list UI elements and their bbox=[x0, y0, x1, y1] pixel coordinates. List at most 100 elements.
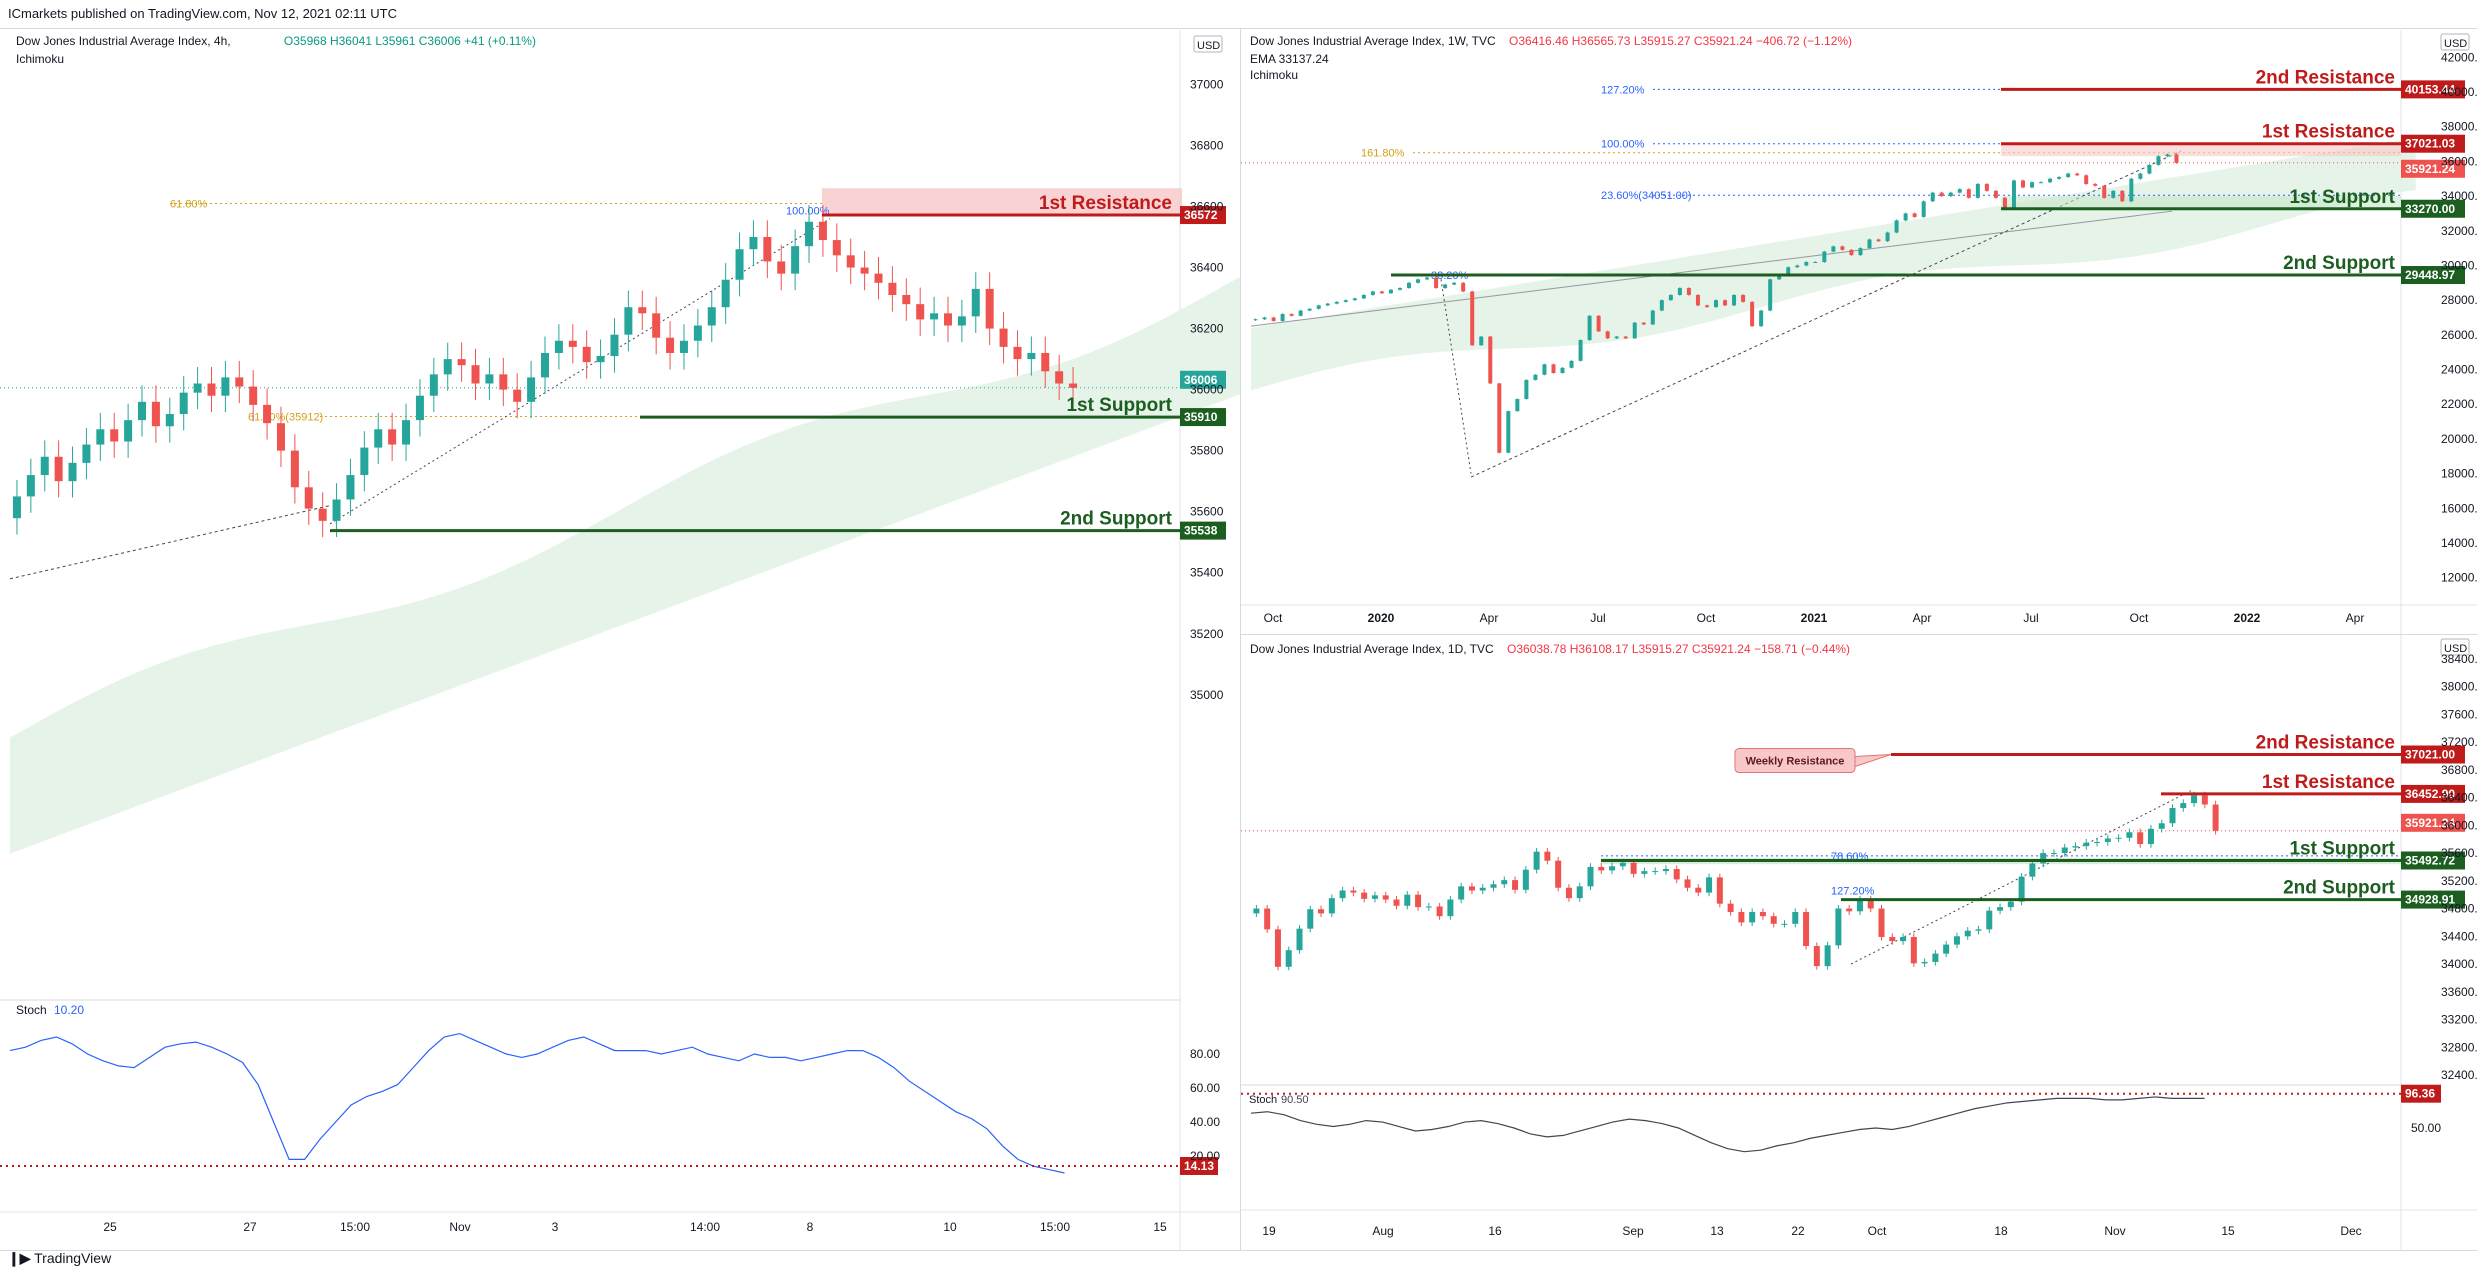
candle bbox=[1716, 877, 1723, 904]
candle bbox=[1361, 892, 1368, 899]
fib-label-1w: 161.80% bbox=[1361, 148, 1405, 160]
y-tick-4h: 36600 bbox=[1190, 199, 1224, 213]
candle bbox=[1867, 239, 1872, 249]
x-tick-4h: 15 bbox=[1153, 1220, 1167, 1234]
candle bbox=[902, 295, 911, 305]
candle bbox=[1458, 886, 1465, 900]
candle bbox=[1632, 322, 1637, 339]
candle bbox=[1641, 871, 1648, 874]
candle bbox=[2030, 182, 2035, 188]
price-tag-4h bbox=[1180, 521, 1226, 540]
candle bbox=[165, 414, 174, 427]
candle bbox=[1662, 869, 1669, 872]
x-tick-1d: 16 bbox=[1488, 1224, 1502, 1238]
candle bbox=[1966, 189, 1971, 198]
candle bbox=[805, 221, 814, 247]
candle bbox=[1975, 183, 1980, 198]
candle bbox=[290, 450, 299, 488]
candle bbox=[1706, 877, 1713, 893]
candle bbox=[1668, 294, 1673, 301]
candle bbox=[1253, 908, 1260, 914]
price-tag-1d bbox=[2401, 745, 2465, 764]
price-tag-text-current-1d: 35921.24 bbox=[2405, 816, 2455, 830]
fib-mid-label-4h: 61.80%(35912) bbox=[248, 411, 323, 423]
candle bbox=[1614, 336, 1619, 339]
candle bbox=[707, 307, 716, 326]
y-tick-1d: 32400.00 bbox=[2441, 1068, 2477, 1082]
ohlc-open-1w: O36416.46 bbox=[1509, 34, 1569, 48]
ema-label-1w: EMA 33137.24 bbox=[1250, 52, 1329, 66]
level-label-4h: 2nd Support bbox=[1060, 509, 1173, 530]
candle bbox=[1770, 916, 1777, 924]
candle bbox=[985, 288, 994, 329]
candle bbox=[1470, 291, 1475, 346]
trendline-1w bbox=[1470, 150, 2182, 478]
candle bbox=[82, 444, 91, 463]
x-tick-1d: Dec bbox=[2340, 1224, 2361, 1238]
candle bbox=[527, 377, 536, 402]
candle bbox=[777, 261, 786, 274]
candle bbox=[1397, 288, 1402, 290]
x-tick-1d: 22 bbox=[1791, 1224, 1805, 1238]
candle bbox=[485, 374, 494, 384]
candle bbox=[1867, 899, 1874, 909]
candle bbox=[666, 337, 675, 353]
candle bbox=[151, 401, 160, 427]
indicator-label-1w: Ichimoku bbox=[1250, 68, 1299, 82]
price-tag-4h bbox=[1180, 408, 1226, 427]
candle bbox=[2039, 182, 2044, 184]
candle bbox=[1910, 936, 1917, 964]
candle bbox=[693, 325, 702, 341]
candle bbox=[1673, 869, 1680, 880]
chart-4h[interactable]: USD 61.80% 61.80%(35912) 100.00% 1st Resista… bbox=[0, 30, 1240, 1250]
candle bbox=[1370, 291, 1375, 295]
chart-1w[interactable]: USD 127.20% 100.00% 161.80% 23.60%(34051.00)… bbox=[1241, 30, 2477, 634]
candle bbox=[1488, 336, 1493, 384]
candle bbox=[1425, 906, 1432, 908]
price-tag-stoch-1d bbox=[2401, 1084, 2441, 1103]
candle bbox=[2066, 173, 2071, 178]
x-tick-4h: 14:00 bbox=[690, 1220, 720, 1234]
candle bbox=[2050, 853, 2057, 855]
price-tag-stoch-4h bbox=[1180, 1156, 1218, 1175]
stoch-line-4h bbox=[9, 1032, 1065, 1174]
y-tick-1d: 36000.00 bbox=[2441, 818, 2477, 832]
y-tick-4h: 35200 bbox=[1190, 627, 1224, 641]
y-tick-1d: 38000.00 bbox=[2441, 680, 2477, 694]
candle bbox=[1813, 262, 1818, 263]
x-tick-1d: Sep bbox=[1622, 1224, 1644, 1238]
candle bbox=[1878, 908, 1885, 937]
price-tag-1w bbox=[2401, 80, 2465, 99]
x-tick-1d: 18 bbox=[1994, 1224, 2008, 1238]
level-label-1d: 2nd Resistance bbox=[2256, 733, 2395, 754]
candle bbox=[1759, 310, 1764, 327]
x-tick-4h: 15:00 bbox=[1040, 1220, 1070, 1234]
candle bbox=[652, 313, 661, 338]
candle bbox=[2061, 847, 2068, 854]
stoch-tick-4h: 60.00 bbox=[1190, 1081, 1220, 1095]
candle bbox=[943, 313, 952, 326]
candle bbox=[2075, 173, 2080, 176]
candle bbox=[2169, 807, 2176, 824]
fib-618-label-4h: 61.80% bbox=[170, 198, 208, 210]
tradingview-brand[interactable]: ❙▶ TradingView bbox=[8, 1250, 111, 1267]
candle bbox=[2158, 823, 2165, 829]
candle bbox=[2040, 853, 2047, 864]
candle bbox=[304, 487, 313, 509]
currency-box-4h bbox=[1193, 35, 1223, 53]
candle bbox=[1343, 300, 1348, 302]
candle bbox=[1738, 912, 1745, 923]
price-tag-1d bbox=[2401, 784, 2465, 803]
stoch-tick-4h: 20.00 bbox=[1190, 1149, 1220, 1163]
y-tick-1d: 34800.00 bbox=[2441, 902, 2477, 916]
candle bbox=[2201, 795, 2208, 805]
candle bbox=[2102, 185, 2107, 198]
candle bbox=[596, 356, 605, 363]
candle bbox=[2156, 156, 2161, 165]
candle bbox=[1041, 352, 1050, 372]
candle bbox=[221, 377, 230, 396]
candle bbox=[568, 340, 577, 347]
candle bbox=[1325, 303, 1330, 306]
y-tick-4h: 36400 bbox=[1190, 261, 1224, 275]
